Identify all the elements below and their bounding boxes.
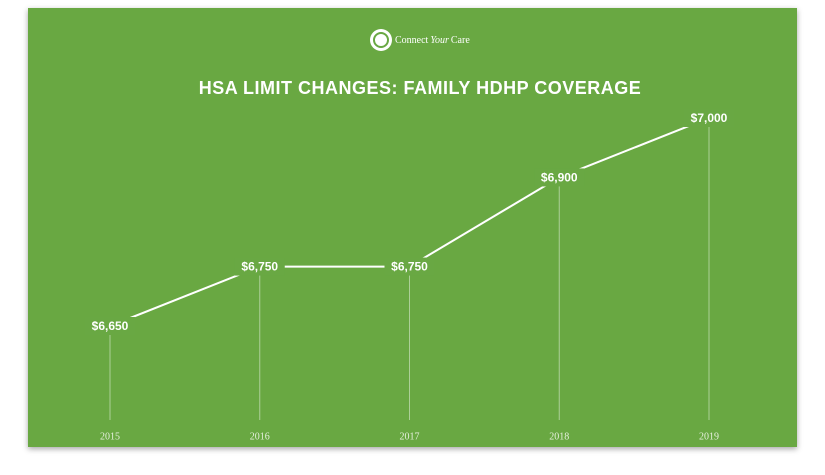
label-bg: [234, 257, 285, 276]
value-label: $6,750: [391, 260, 428, 274]
label-bg: [534, 168, 585, 187]
label-bg: [384, 257, 435, 276]
logo-text: Connect Your Care: [395, 35, 470, 46]
value-label: $6,750: [241, 260, 278, 274]
label-bg: [684, 109, 734, 127]
logo-word: Care: [451, 35, 470, 46]
logo: Connect Your Care: [370, 29, 470, 51]
chart-title: HSA LIMIT CHANGES: FAMILY HDHP COVERAGE: [199, 78, 642, 98]
logo-word: Connect: [395, 35, 429, 46]
x-tick-label: 2019: [699, 431, 719, 442]
value-label: $6,900: [541, 171, 578, 185]
value-label: $7,000: [691, 111, 728, 125]
x-tick-label: 2018: [549, 431, 569, 442]
logo-word: Your: [430, 35, 449, 46]
x-tick-label: 2017: [400, 431, 420, 442]
logo-icon-ring: [373, 32, 389, 48]
x-tick-label: 2016: [250, 431, 270, 442]
label-bg: [85, 317, 135, 335]
panel: [28, 8, 797, 447]
x-tick-label: 2015: [100, 431, 120, 442]
value-label: $6,650: [92, 319, 129, 333]
